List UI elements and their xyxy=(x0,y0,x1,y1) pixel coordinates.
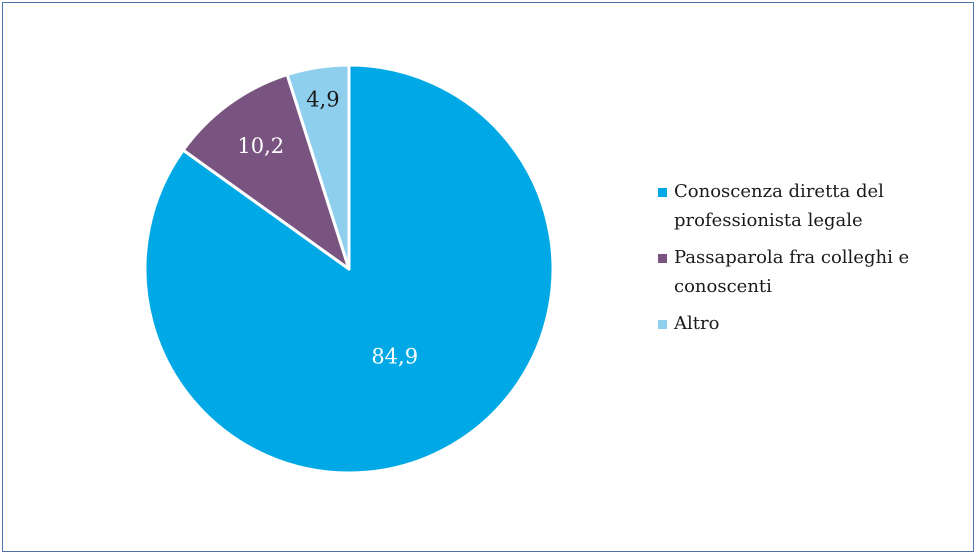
legend-label-passaparola-line2: conoscenti xyxy=(674,276,772,297)
legend-item-passaparola: Passaparola fra colleghi e conoscenti xyxy=(658,243,968,301)
legend-label-conoscenza-line1: Conoscenza diretta del xyxy=(674,181,884,202)
legend-swatch-conoscenza xyxy=(658,188,667,197)
data-label-altro: 4,9 xyxy=(306,88,339,112)
legend-label-passaparola-line1: Passaparola fra colleghi e xyxy=(674,247,910,268)
pie-slice-passaparola xyxy=(181,73,351,271)
data-label-passaparola: 10,2 xyxy=(237,134,284,158)
legend-label-altro: Altro xyxy=(674,313,720,334)
pie-slice-altro xyxy=(285,63,351,271)
legend-swatch-altro xyxy=(658,320,667,329)
legend-item-conoscenza: Conoscenza diretta del professionista le… xyxy=(658,177,968,235)
pie-chart: 84,9 10,2 4,9 xyxy=(143,63,555,475)
legend-swatch-passaparola xyxy=(658,254,667,263)
legend-label-conoscenza-line2: professionista legale xyxy=(674,210,863,231)
data-label-conoscenza: 84,9 xyxy=(371,345,418,369)
legend: Conoscenza diretta del professionista le… xyxy=(658,177,968,346)
legend-item-altro: Altro xyxy=(658,309,968,338)
